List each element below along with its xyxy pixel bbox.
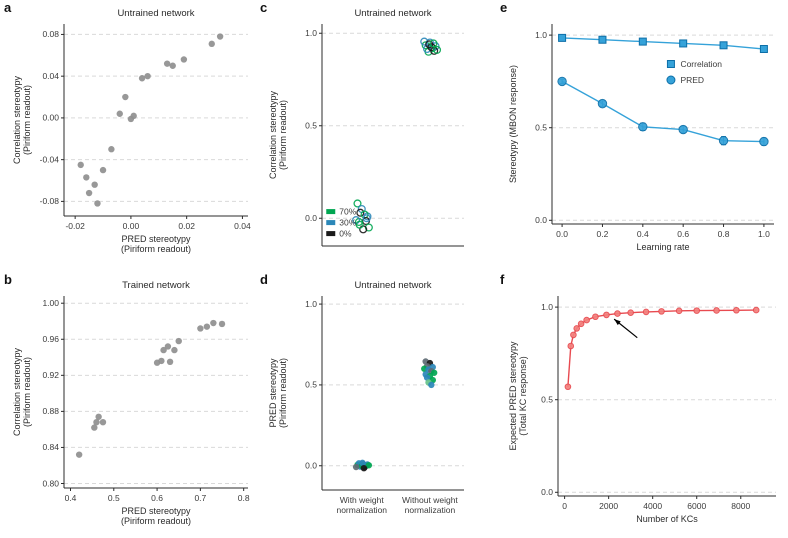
svg-text:0.04: 0.04 (234, 221, 251, 231)
svg-text:8000: 8000 (731, 501, 750, 511)
svg-text:Without weight: Without weight (402, 495, 458, 505)
svg-text:70%: 70% (339, 207, 356, 217)
panel-c-letter: c (260, 0, 268, 15)
svg-text:0.5: 0.5 (535, 123, 547, 133)
svg-text:1.0: 1.0 (541, 302, 553, 312)
svg-text:Correlation stereotypy: Correlation stereotypy (12, 347, 22, 436)
svg-text:Untrained network: Untrained network (117, 8, 194, 19)
svg-text:Correlation stereotypy: Correlation stereotypy (12, 75, 22, 164)
svg-text:0.6: 0.6 (677, 229, 689, 239)
svg-text:0.02: 0.02 (178, 221, 195, 231)
svg-text:Stereotypy (MBON response): Stereotypy (MBON response) (508, 65, 518, 183)
svg-text:Untrained network: Untrained network (354, 8, 431, 19)
svg-text:(Piriform readout): (Piriform readout) (278, 100, 288, 170)
panel-c-chart: 0.0 0.5 1.0 70%30%0% Untrained network Correl… (268, 8, 464, 247)
svg-text:0.08: 0.08 (42, 29, 59, 39)
panel-b-letter: b (4, 272, 12, 287)
svg-text:0.5: 0.5 (108, 493, 120, 503)
panel-d: d 0.0 0.5 1.0 With weight normalization Witho… (260, 272, 488, 536)
svg-text:(Piriform readout): (Piriform readout) (278, 358, 288, 428)
svg-text:Untrained network: Untrained network (354, 280, 431, 291)
svg-text:PRED stereotypy: PRED stereotypy (268, 358, 278, 428)
svg-text:0.5: 0.5 (541, 395, 553, 405)
svg-text:Trained network: Trained network (122, 280, 190, 291)
svg-text:30%: 30% (339, 218, 356, 228)
svg-text:-0.04: -0.04 (40, 154, 60, 164)
panel-b: b 0.80 0.84 0.88 0.92 0.96 1.00 0.4 0.5 0.6 0.7 0.… (4, 272, 256, 536)
svg-text:1.0: 1.0 (758, 229, 770, 239)
panel-e-letter: e (500, 0, 508, 15)
panel-b-chart: 0.80 0.84 0.88 0.92 0.96 1.00 0.4 0.5 0.6 0.7 0.8 T… (12, 280, 250, 526)
panel-f-chart: 0.0 0.5 1.0 0 2000 4000 6000 8000 Expected PRED … (508, 296, 776, 524)
svg-text:(Piriform readout): (Piriform readout) (121, 516, 191, 526)
svg-text:0.84: 0.84 (42, 442, 59, 452)
svg-text:0.0: 0.0 (305, 461, 317, 471)
panel-a-chart: -0.08 -0.04 0.00 0.04 0.08 -0.02 0.00 0.02 0.04 U… (12, 8, 251, 254)
svg-text:0.4: 0.4 (637, 229, 649, 239)
svg-text:0.0: 0.0 (305, 213, 317, 223)
panel-f-letter: f (500, 272, 505, 287)
svg-text:Correlation: Correlation (680, 59, 722, 69)
svg-text:(Piriform readout): (Piriform readout) (22, 85, 32, 155)
panel-d-letter: d (260, 272, 268, 287)
svg-text:2000: 2000 (599, 501, 618, 511)
svg-text:Expected PRED stereotypy: Expected PRED stereotypy (508, 341, 518, 451)
svg-text:normalization: normalization (336, 505, 387, 515)
svg-text:Correlation stereotypy: Correlation stereotypy (268, 90, 278, 179)
svg-text:0.92: 0.92 (42, 370, 59, 380)
svg-text:4000: 4000 (643, 501, 662, 511)
svg-text:PRED stereotypy: PRED stereotypy (121, 506, 191, 516)
svg-text:(Piriform readout): (Piriform readout) (121, 244, 191, 254)
svg-text:1.00: 1.00 (42, 298, 59, 308)
svg-text:PRED: PRED (680, 75, 704, 85)
svg-text:1.0: 1.0 (535, 30, 547, 40)
svg-text:0.8: 0.8 (238, 493, 250, 503)
panel-a-letter: a (4, 0, 12, 15)
svg-text:0.00: 0.00 (123, 221, 140, 231)
svg-text:With weight: With weight (340, 495, 385, 505)
svg-text:0: 0 (562, 501, 567, 511)
svg-text:Learning rate: Learning rate (636, 242, 689, 252)
svg-text:(Piriform readout): (Piriform readout) (22, 357, 32, 427)
panel-c: c 0.0 0.5 1.0 70% 30% 0% Untrained network Corr… (260, 0, 488, 264)
svg-text:normalization: normalization (405, 505, 456, 515)
panel-f: f 0.0 0.5 1.0 0 2000 4000 6000 8000 Expected PRE… (500, 272, 784, 536)
svg-text:0.88: 0.88 (42, 406, 59, 416)
svg-text:PRED stereotypy: PRED stereotypy (121, 234, 191, 244)
svg-text:0.8: 0.8 (718, 229, 730, 239)
svg-text:1.0: 1.0 (305, 28, 317, 38)
svg-text:0.0: 0.0 (556, 229, 568, 239)
svg-text:0.80: 0.80 (42, 478, 59, 488)
svg-text:0.4: 0.4 (65, 493, 77, 503)
svg-text:(Total KC response): (Total KC response) (518, 356, 528, 436)
svg-text:-0.08: -0.08 (40, 196, 60, 206)
svg-text:0.7: 0.7 (194, 493, 206, 503)
panel-e-chart: 0.0 0.5 1.0 0.0 0.2 0.4 0.6 0.8 1.0 Correlation PR… (508, 24, 774, 252)
svg-text:0.0: 0.0 (535, 215, 547, 225)
svg-text:0.2: 0.2 (597, 229, 609, 239)
panel-e: e 0.0 0.5 1.0 0.0 0.2 0.4 0.6 0.8 1.0 Correlation… (500, 0, 784, 264)
svg-text:0.0: 0.0 (541, 487, 553, 497)
svg-text:0%: 0% (339, 229, 352, 239)
panel-a: a -0.08 -0.04 0.00 0.04 0.08 -0.02 0.00 0.02 0.0… (4, 0, 256, 264)
svg-text:0.04: 0.04 (42, 71, 59, 81)
svg-text:0.5: 0.5 (305, 121, 317, 131)
svg-text:0.6: 0.6 (151, 493, 163, 503)
svg-text:0.96: 0.96 (42, 334, 59, 344)
svg-text:-0.02: -0.02 (65, 221, 85, 231)
svg-text:0.5: 0.5 (305, 380, 317, 390)
svg-text:1.0: 1.0 (305, 299, 317, 309)
svg-text:Number of KCs: Number of KCs (636, 514, 698, 524)
svg-text:0.00: 0.00 (42, 113, 59, 123)
svg-text:6000: 6000 (687, 501, 706, 511)
